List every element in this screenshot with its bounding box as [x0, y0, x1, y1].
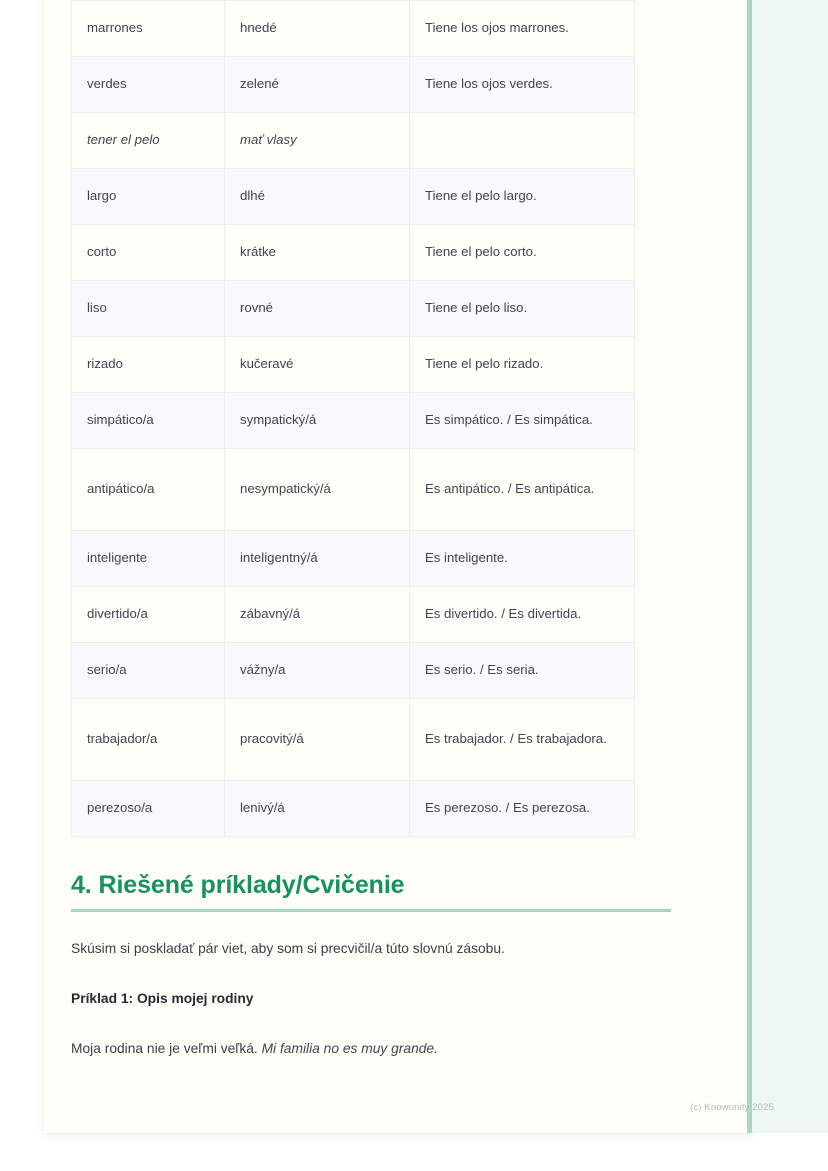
vocab-cell-slovak: dlhé — [224, 168, 410, 225]
vocab-cell-slovak: hnedé — [224, 0, 410, 57]
vocab-cell-spanish: rizado — [71, 336, 225, 393]
vocab-cell-example: Tiene los ojos marrones. — [409, 0, 635, 57]
vocab-cell-slovak: mať vlasy — [224, 112, 410, 169]
vocab-cell-slovak: nesympatický/á — [224, 448, 410, 531]
table-row: verdes zelené Tiene los ojos verdes. — [71, 56, 635, 113]
vocab-cell-slovak: kučeravé — [224, 336, 410, 393]
vocab-cell-slovak: pracovitý/á — [224, 698, 410, 781]
vocab-cell-slovak: vážny/a — [224, 642, 410, 699]
vocab-cell-spanish: inteligente — [71, 530, 225, 587]
vocab-cell-slovak: rovné — [224, 280, 410, 337]
table-row: trabajador/a pracovitý/á Es trabajador. / … — [71, 698, 635, 781]
vocab-cell-example: Tiene los ojos verdes. — [409, 56, 635, 113]
vocab-cell-example: Es perezoso. / Es perezosa. — [409, 780, 635, 837]
vocab-cell-spanish: antipático/a — [71, 448, 225, 531]
vocabulary-table-body: marrones hnedé Tiene los ojos marrones. ver… — [71, 0, 635, 837]
vocab-cell-spanish: perezoso/a — [71, 780, 225, 837]
vocab-cell-example: Es trabajador. / Es trabajadora. — [409, 698, 635, 781]
vocab-cell-example: Es simpático. / Es simpática. — [409, 392, 635, 449]
table-row: antipático/a nesympatický/á Es antipático.… — [71, 448, 635, 531]
vocab-cell-spanish: largo — [71, 168, 225, 225]
vocabulary-table: marrones hnedé Tiene los ojos marrones. ver… — [71, 0, 635, 837]
vocab-cell-spanish: trabajador/a — [71, 698, 225, 781]
table-row: liso rovné Tiene el pelo liso. — [71, 280, 635, 337]
vocab-cell-spanish: serio/a — [71, 642, 225, 699]
vocab-cell-example: Tiene el pelo largo. — [409, 168, 635, 225]
section-intro-text: Skúsim si poskladať pár viet, aby som si… — [71, 941, 505, 956]
decorative-side-rule — [747, 0, 752, 1133]
table-row: simpático/a sympatický/á Es simpático. / E… — [71, 392, 635, 449]
vocab-cell-slovak: zelené — [224, 56, 410, 113]
copyright-watermark: (c) Knowunity 2025 — [690, 1102, 774, 1113]
vocab-cell-example: Tiene el pelo corto. — [409, 224, 635, 281]
vocab-cell-spanish: verdes — [71, 56, 225, 113]
heading-divider — [71, 909, 671, 912]
table-row: corto krátke Tiene el pelo corto. — [71, 224, 635, 281]
vocab-cell-example: Tiene el pelo liso. — [409, 280, 635, 337]
vocab-cell-example: Es antipático. / Es antipática. — [409, 448, 635, 531]
table-row: rizado kučeravé Tiene el pelo rizado. — [71, 336, 635, 393]
vocab-cell-example: Tiene el pelo rizado. — [409, 336, 635, 393]
table-row: marrones hnedé Tiene los ojos marrones. — [71, 0, 635, 57]
vocab-cell-spanish: marrones — [71, 0, 225, 57]
page-title: 4. Riešené príklady/Cvičenie — [71, 871, 405, 899]
vocab-cell-example: Es inteligente. — [409, 530, 635, 587]
vocab-cell-slovak: krátke — [224, 224, 410, 281]
example-sentence-slovak: Moja rodina nie je veľmi veľká. — [71, 1040, 262, 1056]
vocab-cell-spanish: tener el pelo — [71, 112, 225, 169]
vocab-cell-slovak: zábavný/á — [224, 586, 410, 643]
vocab-cell-spanish: divertido/a — [71, 586, 225, 643]
example-sentence-spanish: Mi familia no es muy grande. — [261, 1040, 438, 1056]
vocab-cell-spanish: corto — [71, 224, 225, 281]
table-row: tener el pelo mať vlasy — [71, 112, 635, 169]
decorative-side-band — [752, 0, 828, 1133]
table-row: inteligente inteligentný/á Es inteligente. — [71, 530, 635, 587]
vocab-cell-example: Es divertido. / Es divertida. — [409, 586, 635, 643]
vocab-cell-spanish: simpático/a — [71, 392, 225, 449]
table-row: divertido/a zábavný/á Es divertido. / Es d… — [71, 586, 635, 643]
example-sentence: Moja rodina nie je veľmi veľká. Mi famil… — [71, 1038, 671, 1059]
vocab-cell-example: Es serio. / Es seria. — [409, 642, 635, 699]
page-content: marrones hnedé Tiene los ojos marrones. ver… — [71, 0, 671, 1059]
vocab-cell-slovak: sympatický/á — [224, 392, 410, 449]
document-page: marrones hnedé Tiene los ojos marrones. ver… — [44, 0, 752, 1133]
vocab-cell-spanish: liso — [71, 280, 225, 337]
vocab-cell-slovak: inteligentný/á — [224, 530, 410, 587]
table-row: perezoso/a lenivý/á Es perezoso. / Es pere… — [71, 780, 635, 837]
vocab-cell-slovak: lenivý/á — [224, 780, 410, 837]
example-label: Príklad 1: Opis mojej rodiny — [71, 991, 254, 1007]
table-row: largo dlhé Tiene el pelo largo. — [71, 168, 635, 225]
vocab-cell-example — [409, 112, 635, 169]
table-row: serio/a vážny/a Es serio. / Es seria. — [71, 642, 635, 699]
